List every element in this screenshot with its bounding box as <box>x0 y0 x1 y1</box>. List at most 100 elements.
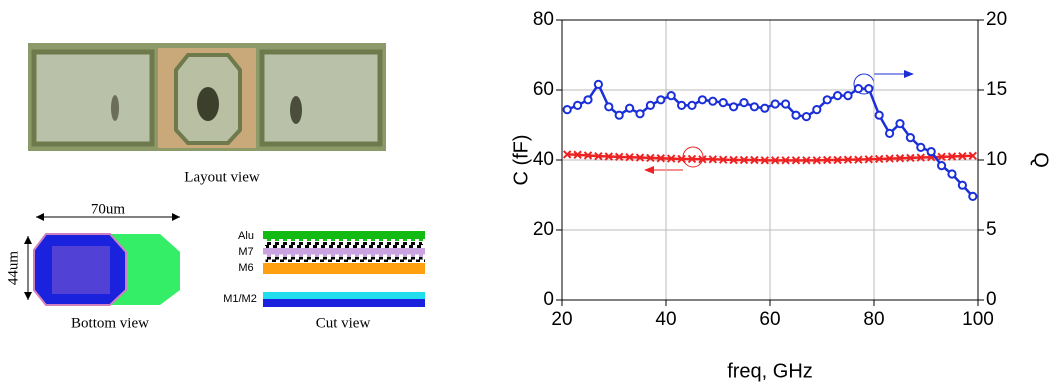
layer-label: M7 <box>238 246 253 258</box>
x-axis-label: freq, GHz <box>727 360 813 382</box>
marker <box>926 147 936 157</box>
marker <box>750 155 759 165</box>
marker <box>625 103 635 113</box>
marker <box>874 110 884 120</box>
marker <box>583 151 593 160</box>
marker <box>656 154 666 163</box>
marker <box>801 112 812 122</box>
marker <box>791 110 801 120</box>
marker <box>697 95 708 105</box>
marker <box>739 155 749 165</box>
marker <box>833 155 842 165</box>
marker <box>843 91 853 101</box>
marker <box>781 156 790 165</box>
marker <box>635 153 645 162</box>
marker <box>947 169 957 179</box>
caption: Layout view <box>184 169 260 185</box>
marker <box>802 156 811 165</box>
y2-tick-label: 0 <box>986 289 997 310</box>
marker <box>604 102 614 112</box>
marker <box>822 155 832 165</box>
x-tick-label: 20 <box>551 309 572 330</box>
marker <box>958 151 967 161</box>
marker <box>698 155 707 164</box>
marker <box>666 91 676 101</box>
marker <box>843 155 853 164</box>
marker <box>968 191 978 201</box>
layer-label: M6 <box>238 262 253 274</box>
marker <box>573 100 583 111</box>
marker <box>906 153 915 163</box>
marker <box>916 153 926 162</box>
marker <box>562 150 572 159</box>
marker <box>957 180 968 190</box>
marker <box>604 152 614 161</box>
marker <box>770 99 780 109</box>
marker <box>677 154 686 164</box>
marker <box>760 103 770 113</box>
marker <box>594 151 603 161</box>
caption: Cut view <box>316 315 371 331</box>
marker <box>968 151 978 161</box>
marker <box>729 102 739 112</box>
marker <box>853 84 864 94</box>
layer-label: M1/M2 <box>223 293 257 305</box>
marker <box>885 154 894 163</box>
marker <box>812 105 822 115</box>
marker <box>770 156 780 165</box>
layout-photo <box>28 43 386 151</box>
marker <box>791 156 801 165</box>
marker <box>666 154 676 163</box>
y-axis-label: C (fF) <box>510 134 532 185</box>
marker <box>760 156 770 165</box>
marker <box>718 155 728 164</box>
plot-frame <box>561 19 979 301</box>
marker <box>937 152 946 162</box>
marker <box>718 98 728 108</box>
marker <box>905 133 916 143</box>
y-tick-label: 60 <box>533 79 554 100</box>
marker <box>833 91 843 101</box>
marker <box>749 102 760 112</box>
series-line <box>567 153 973 162</box>
marker <box>656 95 666 105</box>
marker <box>708 155 718 164</box>
marker <box>583 95 593 105</box>
marker <box>708 96 718 106</box>
marker <box>593 79 604 90</box>
marker <box>916 142 926 152</box>
marker <box>895 154 905 163</box>
cut-view <box>260 231 428 307</box>
marker <box>812 156 822 165</box>
marker <box>687 100 697 111</box>
marker <box>646 153 655 163</box>
caption: Bottom view <box>71 315 149 331</box>
marker <box>562 105 572 115</box>
y-tick-label: 20 <box>533 219 554 240</box>
x-tick-label: 60 <box>759 309 780 330</box>
y-tick-label: 40 <box>533 149 554 170</box>
marker <box>645 100 656 111</box>
marker <box>635 109 645 119</box>
marker <box>937 161 947 171</box>
marker <box>614 152 624 162</box>
marker <box>864 155 874 164</box>
y2-tick-label: 20 <box>986 9 1007 30</box>
layer-label: Alu <box>238 230 254 242</box>
bottom-view <box>24 213 180 306</box>
marker <box>885 128 895 138</box>
x-tick-label: 40 <box>655 309 676 330</box>
marker <box>573 150 582 159</box>
marker <box>895 119 905 129</box>
series-line <box>566 81 974 198</box>
y2-tick-label: 15 <box>986 79 1007 100</box>
dimension: 44um <box>5 251 21 286</box>
marker <box>822 95 832 105</box>
marker <box>947 152 957 161</box>
dimension: 70um <box>91 201 126 217</box>
marker <box>854 155 863 164</box>
y2-axis-label: Q <box>1030 152 1052 168</box>
x-tick-label: 80 <box>863 309 884 330</box>
marker <box>687 154 697 164</box>
